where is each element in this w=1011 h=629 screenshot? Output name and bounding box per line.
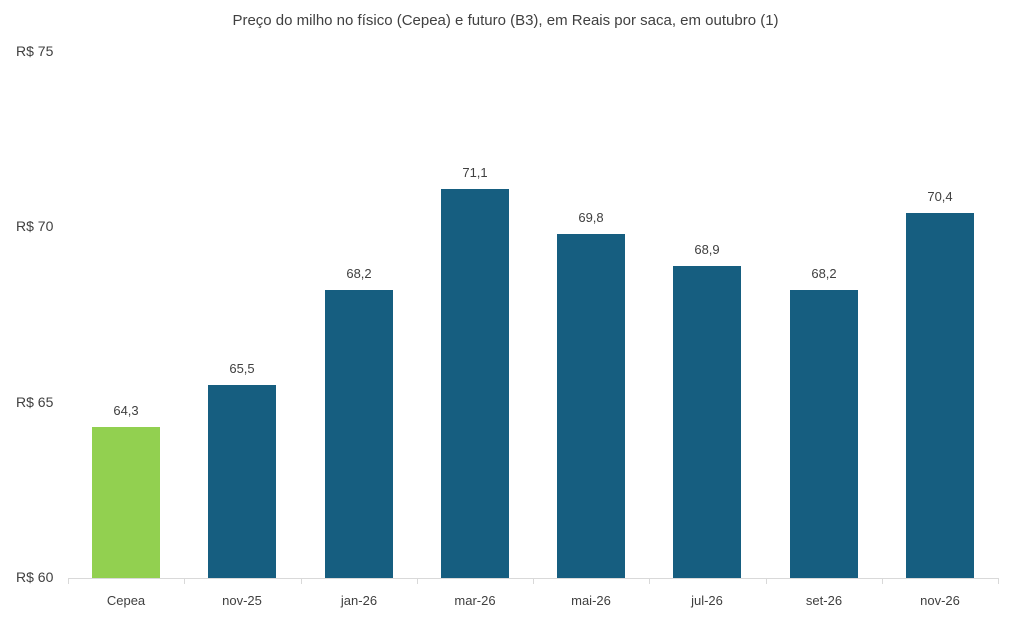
bar-nov-25 <box>208 385 276 578</box>
x-tick-label: jul-26 <box>691 593 723 608</box>
x-tick-label: set-26 <box>805 593 843 608</box>
data-label: 69,8 <box>578 210 604 225</box>
bar-jan-26 <box>325 290 393 578</box>
x-tick-mark <box>766 578 767 584</box>
x-tick-mark <box>184 578 185 584</box>
x-tick-label: jan-26 <box>340 593 378 608</box>
y-tick-label: R$ 65 <box>16 393 54 410</box>
x-tick-mark <box>533 578 534 584</box>
bar-mai-26 <box>557 234 625 578</box>
data-label: 65,5 <box>229 361 255 376</box>
x-tick-label: nov-26 <box>920 593 960 608</box>
x-tick-label: nov-25 <box>222 593 262 608</box>
x-tick-label: mar-26 <box>454 593 496 608</box>
data-label: 71,1 <box>462 165 488 180</box>
x-tick-label: Cepea <box>106 593 146 608</box>
x-tick-mark <box>882 578 883 584</box>
data-label: 68,9 <box>694 242 720 257</box>
bar-Cepea <box>92 427 160 578</box>
data-label: 70,4 <box>927 189 953 204</box>
x-tick-mark <box>417 578 418 584</box>
bar-nov-26 <box>906 213 974 578</box>
x-tick-mark <box>998 578 999 584</box>
y-tick-label: R$ 60 <box>16 569 54 585</box>
data-label: 64,3 <box>113 403 139 418</box>
data-label: 68,2 <box>811 266 837 281</box>
x-tick-mark <box>68 578 69 584</box>
y-tick-label: R$ 70 <box>16 218 54 235</box>
x-tick-label: mai-26 <box>571 593 611 608</box>
x-tick-mark <box>301 578 302 584</box>
bar-mar-26 <box>441 189 509 578</box>
data-label: 68,2 <box>346 266 372 281</box>
bar-jul-26 <box>673 266 741 578</box>
bar-set-26 <box>790 290 858 578</box>
chart-title: Preço do milho no físico (Cepea) e futur… <box>232 12 779 29</box>
y-tick-label: R$ 75 <box>16 43 54 59</box>
x-tick-mark <box>649 578 650 584</box>
